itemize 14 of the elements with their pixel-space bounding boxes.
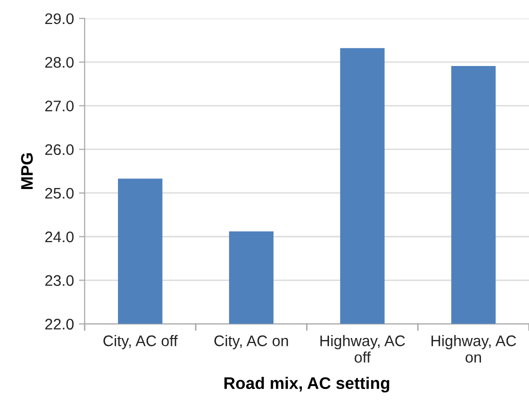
y-tick-label: 26.0 xyxy=(45,144,74,156)
x-tick-label: City, AC off xyxy=(103,335,178,350)
x-tick-label: Highway, AC off xyxy=(320,335,405,363)
y-tick-label: 29.0 xyxy=(45,13,74,24)
x-tick-label: City, AC on xyxy=(214,335,288,350)
x-tick-label: Highway, AC on xyxy=(432,335,516,363)
y-tick-label: 27.0 xyxy=(45,100,74,112)
y-tick-label: 28.0 xyxy=(45,56,74,68)
y-tick-label: 24.0 xyxy=(45,231,74,242)
x-axis-title: Road mix, AC setting xyxy=(224,376,390,392)
y-axis-title: MPG xyxy=(21,153,33,190)
y-tick-label: 22.0 xyxy=(45,318,74,330)
y-tick-label: 25.0 xyxy=(45,188,74,199)
y-tick-label: 23.0 xyxy=(45,275,74,286)
